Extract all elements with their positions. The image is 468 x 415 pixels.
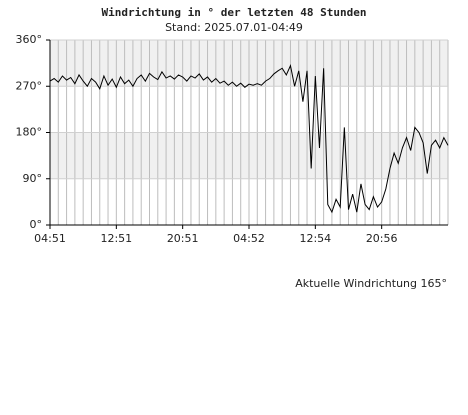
x-tick-label: 12:54	[299, 232, 331, 245]
x-tick-label: 04:52	[233, 232, 265, 245]
annotation: Aktuelle Windrichtung 165°	[295, 277, 447, 290]
y-tick-label: 0°	[30, 218, 43, 231]
chart-subtitle: Stand: 2025.07.01-04:49	[165, 21, 303, 34]
y-tick-label: 180°	[16, 126, 43, 139]
x-tick-label: 20:56	[366, 232, 398, 245]
y-tick-label: 360°	[16, 33, 43, 46]
y-tick-label: 270°	[16, 79, 43, 92]
x-tick-label: 04:51	[34, 232, 66, 245]
y-tick-label: 90°	[23, 172, 43, 185]
data-line	[49, 64, 449, 214]
chart-title: Windrichtung in ° der letzten 48 Stunden	[102, 6, 367, 19]
x-tick-label: 12:51	[100, 232, 132, 245]
x-tick-label: 20:51	[167, 232, 199, 245]
